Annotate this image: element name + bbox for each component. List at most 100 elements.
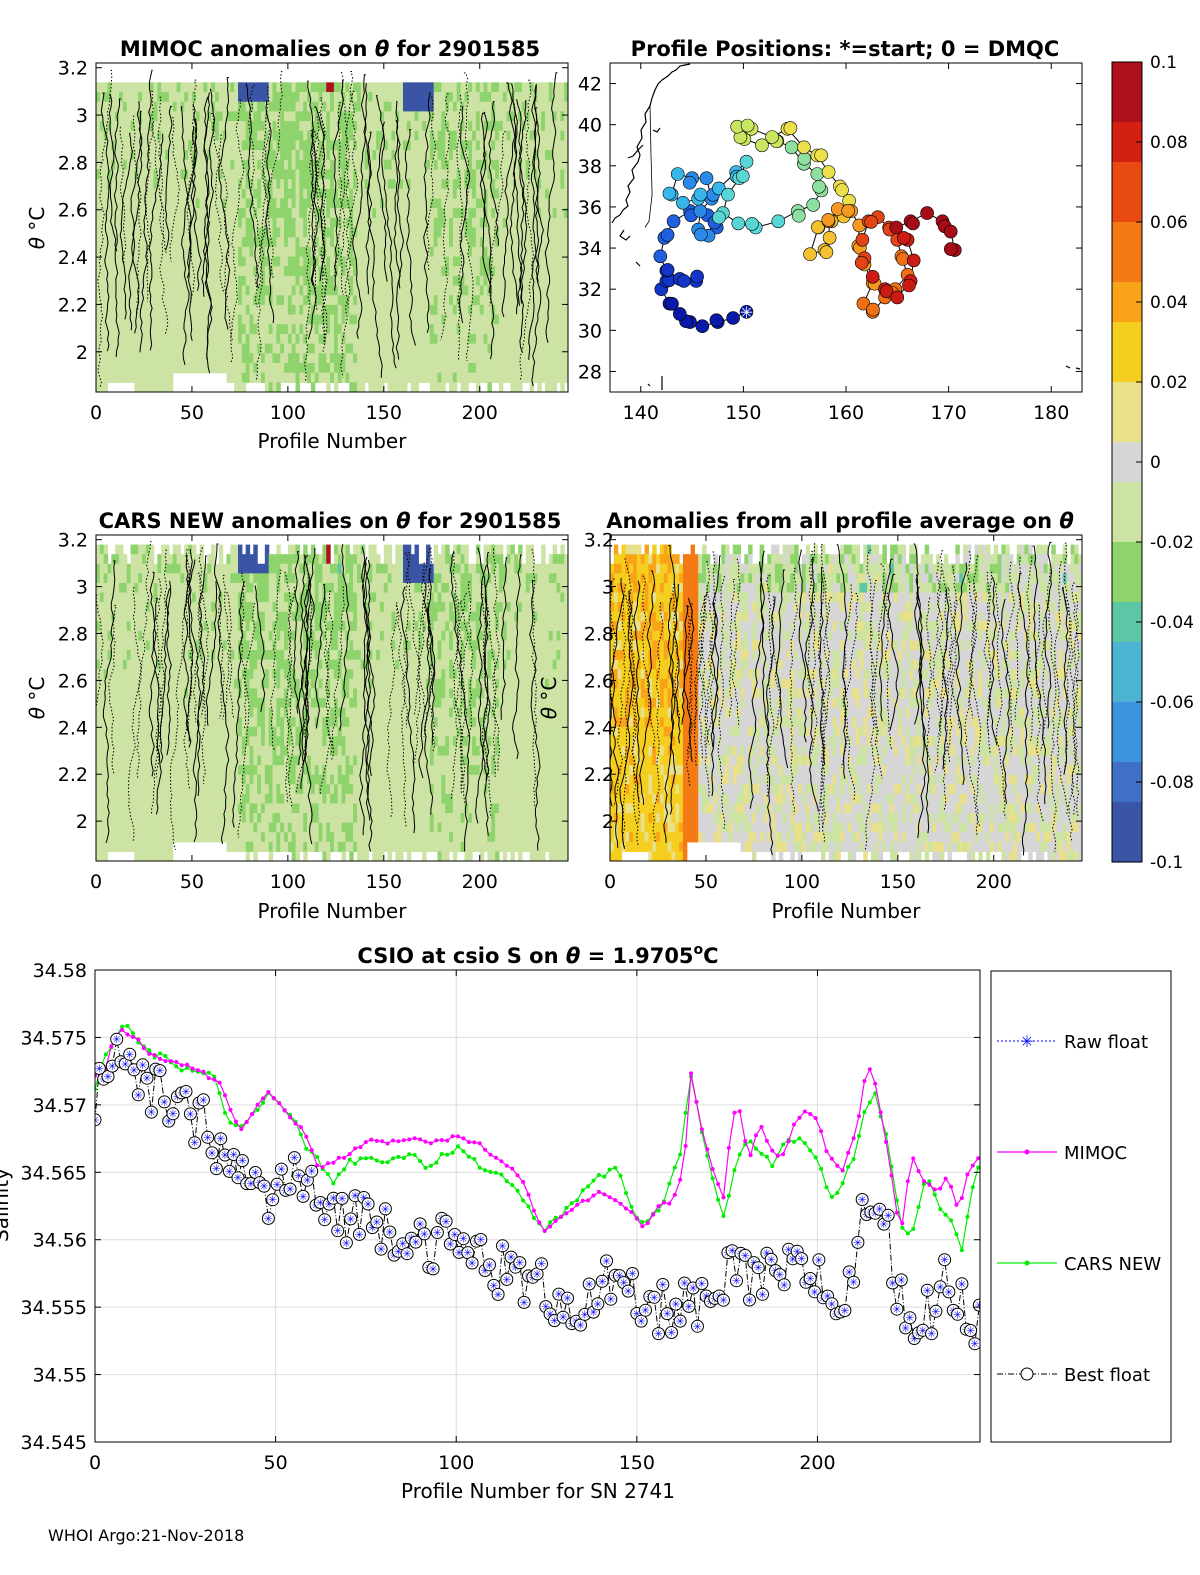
heatmap-cell: [203, 92, 208, 103]
heatmap-cell: [257, 275, 262, 287]
heatmap-cell: [272, 227, 277, 238]
start-marker: ✳: [740, 303, 753, 322]
heatmap-cell: [142, 101, 147, 112]
heatmap-cell: [368, 314, 373, 325]
heatmap-cell: [115, 256, 120, 267]
heatmap-cell: [506, 304, 512, 316]
heatmap-cell: [544, 304, 550, 316]
heatmap-cell: [322, 159, 327, 171]
heatmap-cell: [138, 159, 143, 171]
heatmap-cell: [326, 362, 331, 374]
cars-title: CARS NEW anomalies on θ for 2901585: [99, 509, 562, 533]
heatmap-cell: [525, 343, 531, 354]
heatmap-cell: [525, 130, 531, 142]
heatmap-cell: [138, 188, 143, 200]
contour-line: [519, 79, 534, 381]
heatmap-cell: [115, 611, 120, 622]
heatmap-cell: [165, 707, 170, 718]
heatmap-cell: [284, 304, 289, 316]
heatmap-cell: [391, 343, 396, 354]
contour-line: [186, 118, 198, 341]
heatmap-cell: [138, 793, 143, 805]
heatmap-cell: [218, 353, 224, 364]
heatmap-cell: [395, 217, 400, 229]
heatmap-cell: [264, 295, 270, 306]
heatmap-cell: [96, 669, 101, 680]
colorbar-tick-label: -0.04: [1150, 613, 1194, 633]
heatmap-cell: [518, 82, 523, 93]
heatmap-cell: [99, 573, 105, 584]
heatmap-cell: [180, 563, 185, 574]
heatmap-cell: [211, 343, 216, 354]
heatmap-cell: [468, 82, 473, 93]
heatmap-cell: [272, 101, 277, 112]
heatmap-cell: [107, 372, 112, 383]
heatmap-cell: [541, 353, 546, 364]
heatmap-cell: [552, 353, 558, 364]
heatmap-cell: [356, 121, 362, 132]
heatmap-cell: [257, 159, 262, 171]
heatmap-cell: [184, 304, 189, 316]
heatmap-cell: [468, 304, 473, 316]
heatmap-cell: [165, 275, 170, 287]
heatmap-cell: [433, 217, 439, 229]
heatmap-cell: [234, 324, 239, 335]
colorbar-tick-label: 0: [1150, 453, 1161, 473]
heatmap-cell: [414, 111, 419, 122]
heatmap-cell: [245, 179, 251, 190]
contour-line: [113, 98, 121, 358]
heatmap-cell: [291, 140, 297, 151]
heatmap-cell: [460, 188, 465, 200]
heatmap-cell: [472, 188, 477, 200]
heatmap-cell: [510, 111, 515, 122]
y-tick-label: 2: [76, 342, 88, 364]
heatmap-cell: [149, 554, 155, 565]
heatmap-cell: [241, 101, 247, 112]
heatmap-cell: [237, 256, 243, 267]
heatmap-cell: [211, 101, 216, 112]
heatmap-cell: [437, 208, 442, 219]
heatmap-cell: [226, 227, 231, 238]
heatmap-cell: [261, 237, 266, 248]
heatmap-cell: [418, 324, 423, 335]
heatmap-cell: [138, 745, 143, 757]
heatmap-cell: [230, 150, 235, 161]
heatmap-cell: [176, 188, 182, 200]
heatmap-cell: [383, 372, 389, 383]
heatmap-cell: [533, 208, 538, 219]
heatmap-cell: [145, 295, 151, 306]
heatmap-cell: [134, 784, 139, 795]
heatmap-cell: [96, 198, 101, 209]
heatmap-cell: [188, 130, 193, 142]
heatmap-cell: [130, 774, 135, 785]
heatmap-cell: [479, 304, 485, 316]
heatmap-cell: [149, 179, 155, 190]
heatmap-cell: [96, 774, 101, 785]
heatmap-cell: [157, 841, 162, 853]
heatmap-cell: [372, 362, 377, 374]
heatmap-cell: [456, 217, 462, 229]
heatmap-cell: [445, 208, 450, 219]
heatmap-cell: [330, 237, 335, 248]
heatmap-cell: [295, 140, 300, 151]
heatmap-cell: [379, 295, 385, 306]
heatmap-cell: [184, 159, 189, 171]
heatmap-cell: [103, 736, 109, 747]
heatmap-cell: [406, 111, 412, 122]
heatmap-cell: [165, 698, 170, 709]
heatmap-cell: [506, 285, 512, 296]
heatmap-cell: [418, 169, 423, 180]
heatmap-cell: [533, 266, 538, 277]
heatmap-cell: [157, 621, 162, 632]
heatmap-cell: [544, 382, 550, 392]
heatmap-cell: [226, 130, 231, 142]
heatmap-cell: [272, 304, 277, 316]
heatmap-cell: [103, 285, 109, 296]
heatmap-cell: [257, 82, 262, 93]
heatmap-cell: [188, 256, 193, 267]
heatmap-cell: [218, 198, 224, 209]
heatmap-cell: [295, 82, 300, 93]
heatmap-cell: [261, 198, 266, 209]
heatmap-cell: [218, 111, 224, 122]
heatmap-cell: [376, 82, 381, 93]
